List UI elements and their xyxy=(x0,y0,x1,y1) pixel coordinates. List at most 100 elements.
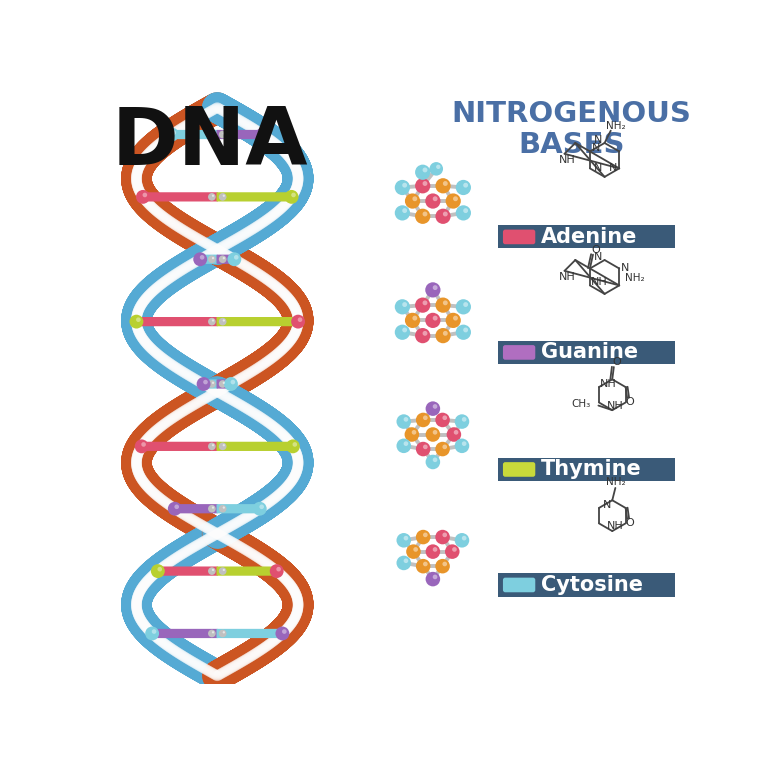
Text: O: O xyxy=(626,398,634,408)
Circle shape xyxy=(432,197,438,201)
Text: NH: NH xyxy=(607,521,623,531)
Circle shape xyxy=(174,505,179,509)
Circle shape xyxy=(429,162,443,176)
FancyBboxPatch shape xyxy=(503,230,535,244)
Circle shape xyxy=(463,208,468,213)
Circle shape xyxy=(223,382,225,384)
Circle shape xyxy=(223,257,225,260)
Circle shape xyxy=(416,530,430,545)
Text: O: O xyxy=(613,357,621,367)
Circle shape xyxy=(136,317,141,322)
Text: Adenine: Adenine xyxy=(541,227,637,247)
Circle shape xyxy=(455,205,471,220)
Circle shape xyxy=(224,377,238,391)
Text: N: N xyxy=(592,144,601,154)
Text: Thymine: Thymine xyxy=(541,459,641,479)
Circle shape xyxy=(415,178,430,194)
FancyBboxPatch shape xyxy=(217,379,233,389)
Circle shape xyxy=(442,561,447,566)
Circle shape xyxy=(435,178,451,194)
Circle shape xyxy=(200,255,204,260)
Circle shape xyxy=(425,402,440,416)
FancyBboxPatch shape xyxy=(217,317,300,326)
Circle shape xyxy=(402,327,407,333)
Circle shape xyxy=(208,256,216,263)
Circle shape xyxy=(396,414,411,429)
Circle shape xyxy=(425,194,441,209)
Circle shape xyxy=(443,181,448,186)
Circle shape xyxy=(285,190,299,204)
Circle shape xyxy=(443,331,448,336)
Circle shape xyxy=(432,574,438,579)
Circle shape xyxy=(432,404,438,409)
Circle shape xyxy=(219,318,227,326)
Circle shape xyxy=(208,131,216,138)
Circle shape xyxy=(453,316,458,320)
Circle shape xyxy=(396,533,411,548)
FancyBboxPatch shape xyxy=(156,567,218,576)
Circle shape xyxy=(432,458,438,462)
FancyBboxPatch shape xyxy=(141,192,218,201)
Circle shape xyxy=(462,417,466,422)
Circle shape xyxy=(219,568,227,575)
Circle shape xyxy=(260,505,264,509)
Circle shape xyxy=(455,439,469,453)
Circle shape xyxy=(194,253,207,266)
Circle shape xyxy=(276,567,281,571)
Circle shape xyxy=(416,412,430,427)
Circle shape xyxy=(423,561,428,566)
Circle shape xyxy=(168,502,182,515)
FancyBboxPatch shape xyxy=(198,255,218,264)
Text: N: N xyxy=(594,135,603,145)
FancyBboxPatch shape xyxy=(498,225,675,249)
Circle shape xyxy=(404,558,409,563)
Text: CH₃: CH₃ xyxy=(571,399,591,409)
Text: N: N xyxy=(609,164,617,174)
Circle shape xyxy=(423,445,428,449)
Circle shape xyxy=(219,131,227,138)
Circle shape xyxy=(436,164,441,169)
Circle shape xyxy=(208,318,216,326)
Circle shape xyxy=(208,442,216,450)
Circle shape xyxy=(432,547,438,551)
Circle shape xyxy=(298,317,303,322)
Circle shape xyxy=(157,567,162,571)
Circle shape xyxy=(406,545,421,559)
Circle shape xyxy=(454,430,458,435)
Circle shape xyxy=(455,300,471,314)
FancyBboxPatch shape xyxy=(217,629,285,638)
Circle shape xyxy=(453,197,458,201)
Circle shape xyxy=(223,444,225,446)
Circle shape xyxy=(445,194,461,209)
Circle shape xyxy=(291,315,305,329)
FancyBboxPatch shape xyxy=(503,578,535,592)
Circle shape xyxy=(455,180,471,195)
Text: NH: NH xyxy=(559,155,576,165)
FancyBboxPatch shape xyxy=(498,458,675,481)
Circle shape xyxy=(442,445,447,449)
Circle shape xyxy=(412,316,417,320)
Circle shape xyxy=(282,629,286,634)
FancyBboxPatch shape xyxy=(217,255,237,264)
Circle shape xyxy=(212,257,214,260)
Text: DNA: DNA xyxy=(112,104,308,183)
Circle shape xyxy=(415,297,430,313)
Circle shape xyxy=(423,415,428,420)
Circle shape xyxy=(219,630,227,637)
FancyBboxPatch shape xyxy=(498,341,675,364)
Circle shape xyxy=(402,302,407,307)
Circle shape xyxy=(413,547,418,551)
Circle shape xyxy=(212,569,214,571)
Circle shape xyxy=(462,442,466,446)
Circle shape xyxy=(143,193,147,197)
Circle shape xyxy=(234,255,239,260)
FancyBboxPatch shape xyxy=(217,130,265,139)
Circle shape xyxy=(219,193,227,200)
Text: N: N xyxy=(594,164,602,174)
Circle shape xyxy=(422,181,428,186)
Circle shape xyxy=(435,530,450,545)
Circle shape xyxy=(447,427,461,442)
Circle shape xyxy=(165,127,179,141)
Circle shape xyxy=(416,559,430,574)
Circle shape xyxy=(432,316,438,320)
